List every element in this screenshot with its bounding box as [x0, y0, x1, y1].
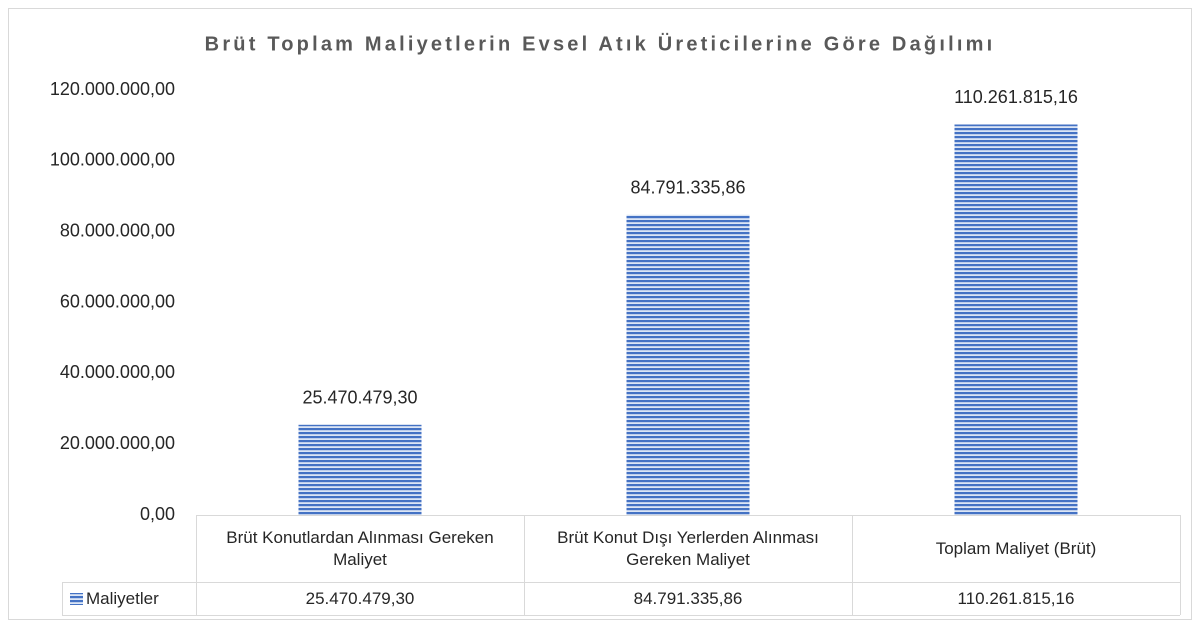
- category-cell: Brüt Konut Dışı Yerlerden Alınması Gerek…: [557, 528, 819, 569]
- y-tick-label: 120.000.000,00: [50, 79, 175, 99]
- chart-title: Brüt Toplam Maliyetlerin Evsel Atık Üret…: [205, 32, 996, 55]
- category-cell: Brüt Konutlardan Alınması Gereken Maliye…: [226, 528, 494, 569]
- table-value-cell: 25.470.479,30: [305, 589, 415, 608]
- bar: [954, 124, 1078, 515]
- data-label: 25.470.479,30: [302, 388, 417, 408]
- table-value-cell: 110.261.815,16: [957, 589, 1075, 608]
- data-table-lines: [62, 515, 1181, 616]
- y-tick-label: 20.000.000,00: [60, 433, 175, 453]
- bar: [626, 214, 750, 515]
- y-tick-label: 100.000.000,00: [50, 150, 175, 170]
- data-label: 110.261.815,16: [954, 87, 1078, 107]
- category-cell: Toplam Maliyet (Brüt): [935, 539, 1097, 558]
- data-label: 84.791.335,86: [630, 177, 745, 197]
- legend-label: Maliyetler: [86, 589, 159, 608]
- chart-border: [8, 8, 1192, 620]
- table-value-cell: 84.791.335,86: [633, 589, 743, 608]
- bar: [298, 424, 422, 515]
- y-tick-label: 80.000.000,00: [60, 220, 175, 240]
- y-tick-label: 0,00: [140, 504, 175, 524]
- y-tick-label: 40.000.000,00: [60, 362, 175, 382]
- legend-key: [70, 593, 83, 605]
- y-tick-label: 60.000.000,00: [60, 291, 175, 311]
